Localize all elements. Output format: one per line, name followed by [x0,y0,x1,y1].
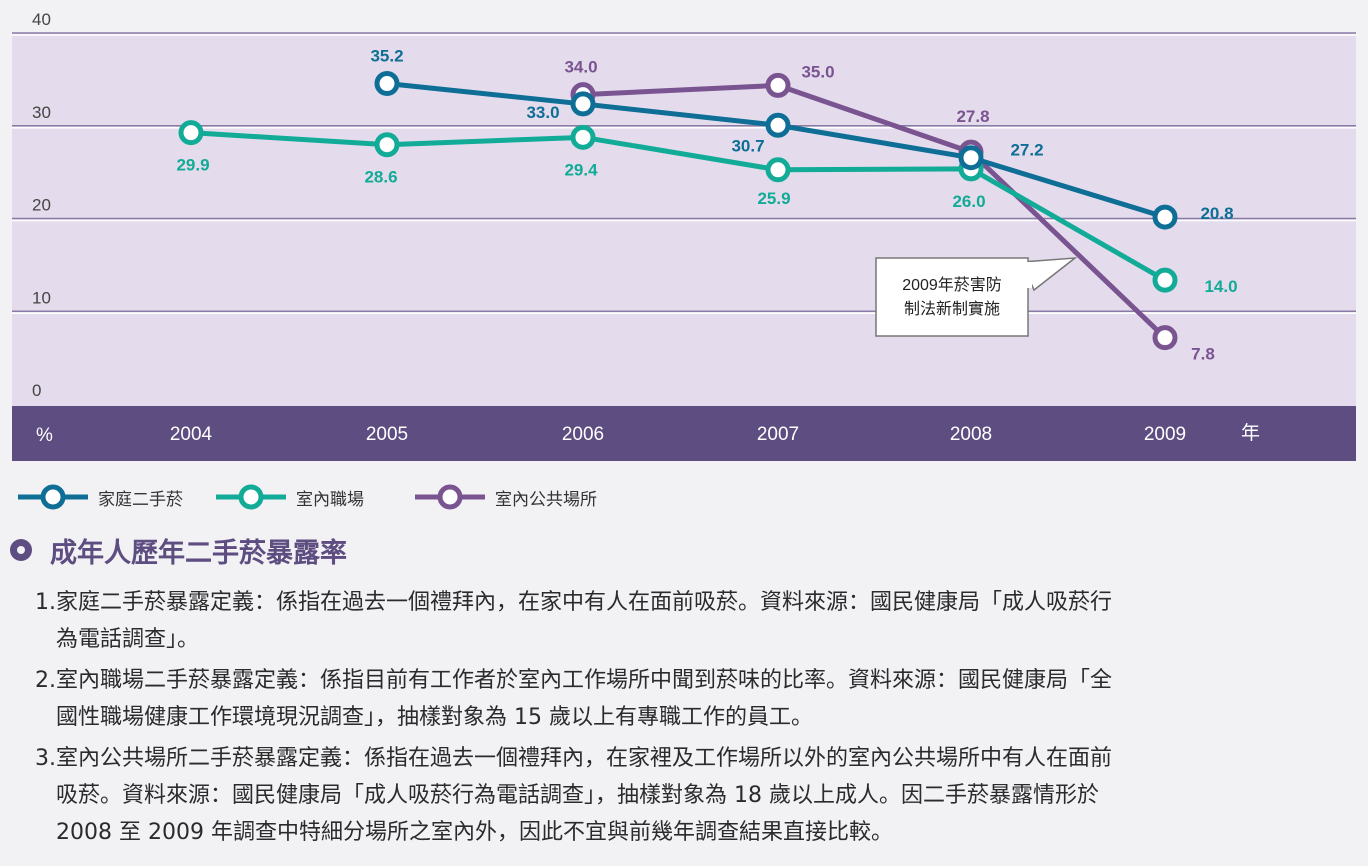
circle-bullet-icon [10,539,32,561]
note-item: 2. 室內職場二手菸暴露定義：係指目前有工作者於室內工作場所中聞到菸味的比率。資… [20,662,1360,736]
data-label: 29.4 [564,160,598,179]
series-line [190,130,1167,283]
plot-background [12,33,1356,406]
legend-item-workplace: 室內職場 [216,482,364,512]
note-line: 為電話調查」。 [56,627,200,652]
note-number: 3. [35,746,56,771]
data-point [1152,204,1178,230]
data-label: 7.8 [1191,345,1215,364]
y-tick-label: 0 [32,381,41,400]
data-label: 33.0 [526,103,559,122]
data-point [178,120,204,146]
note-text: 家庭二手菸暴露定義：係指在過去一個禮拜內，在家中有人在面前吸菸。資料來源：國民健… [56,584,1356,658]
note-item: 3. 室內公共場所二手菸暴露定義：係指在過去一個禮拜內，在家裡及工作場所以外的室… [20,740,1360,851]
data-label: 30.7 [731,136,764,155]
line-chart: 0 10 20 30 40 % 年 2004 2005 2006 2007 2008 2009 3… [12,10,1356,461]
data-label: 27.8 [956,107,989,126]
data-label: 26.0 [952,192,985,211]
y-tick-label: 30 [32,103,51,122]
note-text: 室內職場二手菸暴露定義：係指目前有工作者於室內工作場所中聞到菸味的比率。資料來源… [56,662,1356,736]
series-2: 34.0 35.0 27.8 7.8 [564,58,1214,364]
note-text: 室內公共場所二手菸暴露定義：係指在過去一個禮拜內，在家裡及工作場所以外的室內公共… [56,740,1356,851]
y-tick-label: 40 [32,10,51,29]
annotation-callout: 2009年菸害防 制法新制實施 [875,257,1078,337]
callout-box [875,257,1029,337]
note-line: 2008 至 2009 年調查中特細分場所之室內外，因此不宜與前幾年調查結果直接… [56,820,893,845]
data-point [765,72,791,98]
x-tick-label: 2006 [562,424,604,445]
legend-item-public-place: 室內公共場所 [415,482,597,512]
data-label: 20.8 [1200,204,1233,223]
legend-swatch-home [18,484,88,510]
x-tick-label: 2005 [366,424,408,445]
section-title: 成年人歷年二手菸暴露率 [50,537,347,569]
data-label: 34.0 [564,58,597,77]
data-label: 27.2 [1010,141,1043,160]
data-label: 35.0 [801,62,834,81]
legend-swatch-public-place [415,484,485,510]
series-0: 35.2 33.0 30.7 27.2 20.8 [370,47,1234,230]
x-tick-label: 2009 [1144,424,1186,445]
note-number: 2. [35,668,56,693]
data-point [765,157,791,183]
data-label: 25.9 [757,189,790,208]
series-group: 34.0 35.027.87.829.928.6 29.425.9 26.014.03… [176,47,1237,364]
note-item: 1. 家庭二手菸暴露定義：係指在過去一個禮拜內，在家中有人在面前吸菸。資料來源：… [20,584,1360,658]
section-heading: 成年人歷年二手菸暴露率 [10,530,347,570]
y-tick-labels: 0 10 20 30 40 [32,10,51,400]
note-line: 室內公共場所二手菸暴露定義：係指在過去一個禮拜內，在家裡及工作場所以外的室內公共… [56,746,1113,771]
legend-label-public-place: 室內公共場所 [495,489,597,510]
callout-line-1: 2009年菸害防 [902,276,1002,294]
y-tick-label: 20 [32,196,51,215]
x-tick-label: 2008 [950,424,992,445]
note-line: 家庭二手菸暴露定義：係指在過去一個禮拜內，在家中有人在面前吸菸。資料來源：國民健… [56,590,1113,615]
data-point [958,145,984,171]
x-tick-label: 2004 [170,424,213,445]
callout-line-2: 制法新制實施 [904,299,1000,318]
y-axis-unit-label: % [36,425,53,446]
x-tick-label: 2007 [757,424,799,445]
x-axis-unit-label: 年 [1241,422,1260,444]
note-line: 室內職場二手菸暴露定義：係指目前有工作者於室內工作場所中聞到菸味的比率。資料來源… [56,668,1113,693]
x-tick-labels: 2004 2005 2006 2007 2008 2009 [170,424,1186,445]
note-number: 1. [35,590,56,615]
data-point [1152,325,1178,351]
notes-list: 1. 家庭二手菸暴露定義：係指在過去一個禮拜內，在家中有人在面前吸菸。資料來源：… [20,584,1360,855]
note-line: 國性職場健康工作環境現況調查」，抽樣對象為 15 歲以上有專職工作的員工。 [56,705,813,730]
data-point [1152,267,1178,293]
data-label: 28.6 [364,168,397,187]
data-point [570,91,596,117]
gridlines [12,32,1356,314]
data-label: 14.0 [1204,277,1237,296]
note-line: 吸菸。資料來源：國民健康局「成人吸菸行為電話調查」，抽樣對象為 18 歲以上成人… [56,783,1099,808]
series-line [582,82,1167,340]
data-point [570,124,596,150]
data-point [374,71,400,97]
series-1: 29.9 28.6 29.4 25.9 26.0 14.0 [176,120,1238,296]
data-label: 29.9 [176,156,209,175]
y-tick-label: 10 [32,288,51,307]
legend-label-home: 家庭二手菸 [98,489,183,510]
legend-item-home: 家庭二手菸 [18,482,183,512]
data-point [374,132,400,158]
legend-label-workplace: 室內職場 [296,489,364,510]
x-axis-bar [12,406,1356,461]
data-label: 35.2 [370,47,403,66]
legend-swatch-workplace [216,484,286,510]
data-point [765,112,791,138]
